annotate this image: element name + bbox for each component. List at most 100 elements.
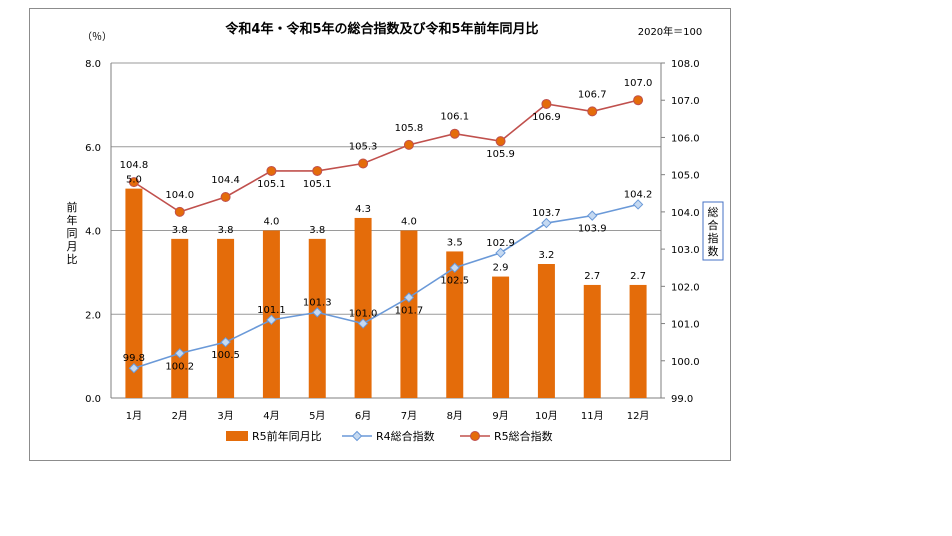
r5-data-label: 105.8 [395, 123, 424, 134]
x-tick-label: 12月 [627, 410, 650, 422]
chart-frame: 令和4年・令和5年の総合指数及び令和5年前年同月比 2020年＝100 （％） … [29, 8, 731, 461]
base-note: 2020年＝100 [638, 25, 703, 38]
legend: R5前年同月比 R4総合指数 R5総合指数 [226, 429, 553, 443]
bar-data-label: 3.8 [309, 225, 325, 236]
bar [400, 230, 418, 398]
r5-data-label: 105.3 [349, 142, 378, 153]
right-tick-label: 102.0 [671, 282, 700, 293]
x-tick-label: 2月 [172, 410, 188, 422]
r4-data-label: 102.9 [486, 238, 515, 249]
r5-data-label: 105.1 [303, 179, 332, 190]
r4-marker [266, 314, 277, 326]
right-axis-label-box [702, 201, 724, 261]
left-unit: （％） [82, 31, 112, 43]
r5-marker [449, 128, 460, 139]
left-tick-label: 6.0 [85, 143, 101, 154]
x-tick-label: 7月 [401, 410, 417, 422]
gridlines [111, 62, 661, 399]
r4-marker [312, 307, 323, 318]
bar-data-label: 3.8 [218, 225, 234, 236]
bar [308, 238, 326, 398]
r4-data-label: 103.9 [578, 224, 607, 235]
r5-marker [587, 106, 598, 117]
x-tick-label: 10月 [535, 410, 558, 422]
r5-data-label: 104.0 [165, 190, 194, 201]
r4-marker [128, 363, 140, 374]
right-tick-label: 106.0 [671, 133, 700, 144]
r4-marker [220, 336, 231, 348]
bar [217, 238, 235, 398]
right-tick-label: 108.0 [671, 59, 700, 70]
right-tick-label: 107.0 [671, 96, 700, 107]
bar-data-label: 2.9 [493, 263, 509, 274]
r5-data-label: 105.9 [486, 149, 515, 160]
r4-data-label: 104.2 [624, 189, 653, 200]
bar [125, 188, 143, 398]
left-tick-label: 0.0 [85, 394, 101, 405]
bar [537, 264, 555, 398]
r4-data-label: 103.7 [532, 208, 561, 219]
r5-data-label: 104.8 [120, 160, 149, 171]
r4-marker [174, 348, 185, 359]
legend-label: R4総合指数 [376, 429, 435, 443]
r5-marker [312, 165, 323, 176]
bar [583, 284, 601, 398]
x-tick-label: 9月 [492, 410, 508, 422]
bar [446, 251, 464, 398]
x-tick-label: 5月 [309, 410, 325, 422]
bar-data-label: 3.5 [447, 237, 463, 248]
left-axis-label-char: 年 [67, 213, 78, 227]
r5-data-label: 105.1 [257, 179, 286, 190]
right-axis-label-char: 総 [708, 205, 719, 219]
r5-marker [358, 158, 369, 169]
r4-marker [357, 318, 369, 329]
r5-data-label: 106.7 [578, 89, 607, 100]
r4-marker [541, 217, 552, 229]
chart-title: 令和4年・令和5年の総合指数及び令和5年前年同月比 [225, 21, 538, 37]
r4-data-label: 101.1 [257, 305, 286, 316]
right-axis-label-char: 指 [708, 231, 719, 245]
left-axis-label-char: 月 [67, 240, 78, 253]
right-tick-label: 104.0 [671, 208, 700, 219]
combo-chart: 令和4年・令和5年の総合指数及び令和5年前年同月比 2020年＝100 （％） … [67, 21, 724, 443]
x-tick-label: 11月 [581, 410, 604, 422]
r5-marker [541, 98, 552, 109]
left-axis-label-char: 前 [67, 200, 78, 214]
left-tick-label: 4.0 [85, 227, 101, 238]
r5-marker [220, 192, 231, 202]
legend-marker-r4 [351, 430, 363, 442]
x-tick-label: 1月 [126, 410, 142, 422]
right-tick-label: 100.0 [671, 357, 700, 368]
r4-marker [587, 210, 598, 221]
r4-marker [632, 199, 644, 210]
axes: 0.0 2.0 4.0 6.0 8.0 99.0 100.0 101.0 102.0 103.0 1… [67, 59, 724, 422]
bar-data-label: 4.3 [355, 204, 371, 215]
right-axis-label-char: 合 [708, 218, 719, 232]
x-tick-label: 8月 [447, 410, 463, 422]
right-tick-label: 103.0 [671, 245, 700, 256]
bar-data-label: 4.0 [263, 217, 279, 228]
r4-marker [403, 292, 415, 303]
r5-data-label: 106.9 [532, 112, 561, 123]
r4-data-label: 102.5 [440, 276, 469, 287]
r4-data-label: 101.7 [395, 306, 424, 317]
x-tick-label: 3月 [217, 410, 233, 422]
left-axis-label-char: 同 [67, 227, 78, 240]
bar-data-label: 4.0 [401, 217, 417, 228]
r4-data-label: 101.3 [303, 297, 332, 308]
x-tick-label: 4月 [263, 410, 279, 422]
bar-data-label: 2.7 [630, 271, 646, 282]
r4-data-label: 100.2 [165, 361, 194, 372]
bar-data-label: 3.8 [172, 225, 188, 236]
right-tick-label: 101.0 [671, 320, 700, 331]
bar [492, 276, 510, 398]
r5-data-label: 107.0 [624, 78, 653, 89]
bar-data-label: 3.2 [538, 250, 554, 261]
r5-marker [403, 139, 414, 150]
line-series [128, 95, 644, 374]
right-axis-label-char: 数 [708, 245, 719, 258]
bar-data-label: 2.7 [584, 271, 600, 282]
left-axis-label-char: 比 [67, 253, 78, 266]
legend-marker-r5 [470, 431, 480, 441]
right-tick-label: 105.0 [671, 171, 700, 182]
